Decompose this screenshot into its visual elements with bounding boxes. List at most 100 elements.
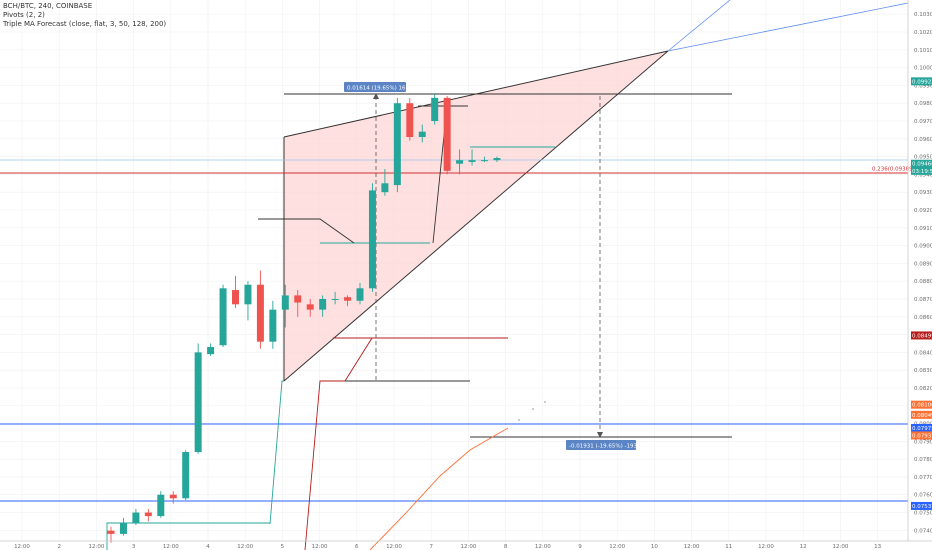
- measure-down-arrowhead: [597, 432, 603, 438]
- candlestick-series: [107, 94, 501, 543]
- candle-body[interactable]: [406, 103, 414, 138]
- price-tag: [911, 400, 932, 409]
- price-tag-text: 0.07933: [912, 433, 932, 439]
- price-tag: [911, 159, 932, 168]
- candle-body[interactable]: [418, 131, 426, 138]
- candle-body[interactable]: [368, 190, 376, 289]
- measure-down-label: -0.01931 (-19.65%) -1931: [566, 440, 640, 450]
- candle-body[interactable]: [344, 297, 352, 301]
- candle-body[interactable]: [306, 304, 314, 310]
- time-tick-label: 12:00: [535, 544, 551, 550]
- time-tick-label: 12:00: [460, 544, 476, 550]
- candle-body[interactable]: [119, 523, 127, 534]
- price-tag: [911, 77, 932, 86]
- time-tick-label: 12:00: [386, 544, 402, 550]
- time-tick-label: 12:00: [684, 544, 700, 550]
- candle-body[interactable]: [219, 288, 227, 346]
- time-tick-label: 2: [57, 544, 61, 550]
- candle-body[interactable]: [331, 298, 339, 300]
- price-axis-tags: 0.09923 0.0946003:19:54 0.08495 0.08106 0.08…: [911, 77, 932, 510]
- time-tick-label: 6: [355, 544, 359, 550]
- time-axis[interactable]: 12:00 2 12:00 3 12:00 4 12:00 5 12:00 6 12:00 7 12:0…: [14, 544, 882, 550]
- indicator-triple-ma[interactable]: Triple MA Forecast (close, flat, 3, 50, …: [3, 20, 167, 28]
- candle-body[interactable]: [281, 295, 289, 310]
- price-tag-text: 0.08495: [912, 333, 932, 339]
- candle-body[interactable]: [132, 512, 140, 524]
- indicator-pivots[interactable]: Pivots (2, 2): [3, 11, 45, 19]
- price-tag: [911, 410, 932, 419]
- trend-line-shallow[interactable]: [667, 2, 909, 52]
- time-tick-label: 12:00: [312, 544, 328, 550]
- candle-body[interactable]: [107, 530, 115, 534]
- trend-line-steep[interactable]: [667, 0, 731, 52]
- time-tick-label: 12:00: [758, 544, 774, 550]
- forecast-dot: [532, 408, 534, 410]
- candle-body[interactable]: [319, 298, 327, 310]
- candle-body[interactable]: [182, 452, 190, 499]
- candle-body[interactable]: [493, 158, 501, 161]
- time-tick-label: 12:00: [237, 544, 253, 550]
- forecast-dot: [518, 419, 520, 421]
- fib-level-label: 0.236(0.09389): [872, 167, 915, 173]
- candle-body[interactable]: [244, 284, 252, 305]
- time-tick-label: 5: [281, 544, 285, 550]
- candle-body[interactable]: [443, 97, 451, 171]
- measure-up-label: 0.01614 (19.65%) 1614: [344, 82, 413, 92]
- candle-body[interactable]: [232, 290, 239, 305]
- candle-body[interactable]: [356, 288, 364, 301]
- candle-body[interactable]: [269, 309, 277, 342]
- time-tick-label: 12:00: [88, 544, 104, 550]
- time-tick-label: 12:00: [163, 544, 179, 550]
- measure-up-label-text: 0.01614 (19.65%) 1614: [347, 86, 413, 92]
- time-tick-label: 12: [800, 544, 807, 550]
- price-tag-text: 0.07975: [912, 426, 932, 432]
- candle-body[interactable]: [256, 284, 264, 342]
- candle-body[interactable]: [468, 160, 476, 162]
- candle-body[interactable]: [393, 103, 401, 186]
- ma-orange: [369, 427, 509, 550]
- pivot-high-line-green: [106, 380, 284, 550]
- candle-body[interactable]: [194, 352, 202, 453]
- price-tag-text: 03:19:54: [912, 169, 932, 175]
- time-tick-label: 9: [578, 544, 582, 550]
- time-tick-label: 7: [429, 544, 433, 550]
- candle-body[interactable]: [481, 160, 488, 162]
- candle-body[interactable]: [456, 160, 464, 164]
- time-tick-label: 11: [725, 544, 732, 550]
- time-tick-label: 13: [874, 544, 881, 550]
- candle-body[interactable]: [157, 494, 165, 517]
- candle-body[interactable]: [381, 183, 389, 193]
- candle-body[interactable]: [169, 494, 177, 499]
- candle-body[interactable]: [431, 97, 439, 122]
- wedge-lower-line[interactable]: [283, 50, 669, 382]
- price-tag-text: 0.07537: [912, 504, 932, 510]
- candle-body[interactable]: [207, 347, 215, 355]
- candle-body[interactable]: [144, 512, 152, 517]
- candle-body[interactable]: [294, 295, 302, 303]
- measure-down-label-text: -0.01931 (-19.65%) -1931: [569, 444, 640, 450]
- price-tag: [911, 166, 932, 175]
- price-tag: [911, 331, 932, 340]
- symbol-title[interactable]: BCH/BTC, 240, COINBASE: [3, 2, 93, 10]
